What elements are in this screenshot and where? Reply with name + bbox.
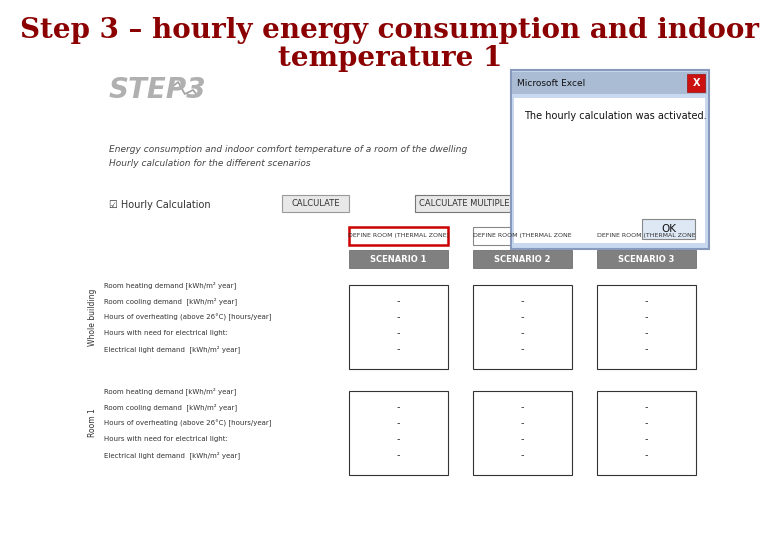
Text: CALCULATE MULTIPLE: CALCULATE MULTIPLE [419, 199, 510, 208]
Text: -: - [521, 434, 524, 444]
Text: -: - [396, 296, 400, 306]
Bar [597, 391, 697, 475]
Text: X: X [693, 78, 700, 88]
Text: -: - [645, 434, 648, 444]
Text: Hours with need for electrical light:: Hours with need for electrical light: [105, 330, 229, 336]
Text: ☑ Hourly Calculation: ☑ Hourly Calculation [108, 200, 211, 210]
Text: -: - [521, 402, 524, 412]
Text: -: - [645, 296, 648, 306]
Text: Room cooling demand  [kWh/m² year]: Room cooling demand [kWh/m² year] [105, 403, 238, 411]
Text: -: - [521, 328, 524, 338]
Bar [349, 285, 448, 369]
Bar [415, 195, 514, 212]
Text: -: - [645, 386, 648, 396]
Text: -: - [645, 344, 648, 354]
Bar [514, 98, 705, 243]
Text: -: - [645, 328, 648, 338]
Text: -: - [396, 450, 400, 460]
Bar [282, 195, 349, 212]
Bar [687, 74, 705, 92]
Bar [597, 250, 697, 268]
Text: -: - [521, 386, 524, 396]
Text: -: - [521, 450, 524, 460]
Text: Documentation: Documentation [554, 160, 619, 170]
Bar [473, 391, 572, 475]
Bar [349, 391, 448, 475]
Bar [597, 285, 697, 369]
Bar [473, 285, 572, 369]
Bar [349, 250, 448, 268]
Text: SCENARIO 3: SCENARIO 3 [619, 254, 675, 264]
Text: OK: OK [661, 224, 676, 234]
Text: -: - [396, 312, 400, 322]
Text: Hours of overheating (above 26°C) [hours/year]: Hours of overheating (above 26°C) [hours… [105, 313, 272, 321]
Text: DEFINE ROOM (THERMAL ZONE: DEFINE ROOM (THERMAL ZONE [597, 233, 696, 239]
Text: SCENARIO 1: SCENARIO 1 [370, 254, 427, 264]
Bar [473, 250, 572, 268]
Text: Room cooling demand  [kWh/m² year]: Room cooling demand [kWh/m² year] [105, 297, 238, 305]
Text: -: - [396, 386, 400, 396]
Text: Electrical light demand  [kWh/m² year]: Electrical light demand [kWh/m² year] [105, 451, 240, 459]
Text: -: - [396, 280, 400, 290]
Text: Room 1: Room 1 [87, 409, 97, 437]
Bar [642, 219, 696, 239]
Text: temperature 1: temperature 1 [278, 44, 502, 71]
Text: SCENARIO 2: SCENARIO 2 [495, 254, 551, 264]
Text: Step 3 – hourly energy consumption and indoor: Step 3 – hourly energy consumption and i… [20, 17, 760, 44]
Text: STEP3: STEP3 [108, 76, 206, 104]
Text: Electrical light demand  [kWh/m² year]: Electrical light demand [kWh/m² year] [105, 345, 240, 353]
Text: -: - [396, 344, 400, 354]
Bar [349, 227, 448, 245]
Text: Guideline: Guideline [566, 145, 607, 153]
Text: The hourly calculation was activated.: The hourly calculation was activated. [524, 111, 707, 121]
Text: -: - [645, 312, 648, 322]
Text: Hours of overheating (above 26°C) [hours/year]: Hours of overheating (above 26°C) [hours… [105, 419, 272, 427]
Text: -: - [645, 418, 648, 428]
Text: DEFINE ROOM (THERMAL ZONE: DEFINE ROOM (THERMAL ZONE [473, 233, 572, 239]
Text: -: - [396, 418, 400, 428]
Text: -: - [521, 280, 524, 290]
Text: DEFINE ROOM (THERMAL ZONE): DEFINE ROOM (THERMAL ZONE) [348, 233, 448, 239]
Text: -: - [521, 312, 524, 322]
Text: -: - [396, 434, 400, 444]
Text: Room heating demand [kWh/m² year]: Room heating demand [kWh/m² year] [105, 281, 237, 289]
Text: -: - [396, 328, 400, 338]
Text: Hourly calculation for the different scenarios: Hourly calculation for the different sce… [108, 159, 310, 168]
Text: Microsoft Excel: Microsoft Excel [517, 78, 586, 87]
Bar [473, 227, 572, 245]
Bar [597, 227, 697, 245]
Text: -: - [396, 402, 400, 412]
Bar [543, 141, 630, 157]
Text: -: - [645, 450, 648, 460]
Text: Energy consumption and indoor comfort temperature of a room of the dwelling: Energy consumption and indoor comfort te… [108, 145, 467, 154]
Text: CALCULATE: CALCULATE [291, 199, 340, 208]
Bar [512, 72, 707, 94]
Bar [511, 70, 708, 249]
Text: -: - [521, 418, 524, 428]
Text: -: - [521, 344, 524, 354]
Text: Hours with need for electrical light:: Hours with need for electrical light: [105, 436, 229, 442]
Text: -: - [645, 280, 648, 290]
Text: -: - [521, 296, 524, 306]
Text: -: - [645, 402, 648, 412]
Bar [543, 157, 630, 173]
Text: Whole building: Whole building [87, 288, 97, 346]
Text: Room heating demand [kWh/m² year]: Room heating demand [kWh/m² year] [105, 387, 237, 395]
